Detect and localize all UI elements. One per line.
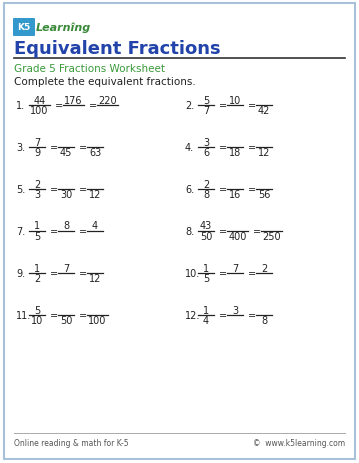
Text: 8: 8 [203, 190, 209, 200]
Text: 18: 18 [229, 148, 241, 158]
Text: 16: 16 [229, 190, 241, 200]
Text: 43: 43 [200, 221, 212, 231]
Text: Online reading & math for K-5: Online reading & math for K-5 [14, 438, 129, 448]
Text: =: = [248, 185, 256, 194]
Text: 176: 176 [64, 95, 83, 105]
Text: 2: 2 [261, 263, 267, 273]
Text: =: = [50, 185, 58, 194]
Text: =: = [50, 226, 58, 237]
Text: =: = [79, 143, 87, 153]
Text: 400: 400 [228, 232, 247, 242]
Text: 30: 30 [60, 190, 72, 200]
Text: 100: 100 [30, 106, 49, 116]
Text: =: = [79, 226, 87, 237]
Text: 45: 45 [60, 148, 72, 158]
Text: Learnîng: Learnîng [36, 23, 91, 33]
Text: 3.: 3. [16, 143, 25, 153]
Text: 8.: 8. [185, 226, 194, 237]
Text: 250: 250 [262, 232, 281, 242]
Text: Grade 5 Fractions Worksheet: Grade 5 Fractions Worksheet [14, 64, 165, 74]
Text: Complete the equivalent fractions.: Complete the equivalent fractions. [14, 77, 196, 87]
Text: 42: 42 [258, 106, 270, 116]
Text: 44: 44 [33, 95, 46, 105]
FancyBboxPatch shape [13, 19, 35, 37]
Text: =: = [89, 101, 97, 111]
Text: 7: 7 [63, 263, 69, 273]
Text: 7: 7 [232, 263, 238, 273]
Text: =: = [219, 143, 227, 153]
Text: 12: 12 [89, 190, 101, 200]
Text: 6.: 6. [185, 185, 194, 194]
Text: 1: 1 [34, 263, 40, 273]
Text: =: = [79, 310, 87, 320]
Text: 11.: 11. [16, 310, 31, 320]
Text: 1: 1 [203, 305, 209, 315]
Text: 10: 10 [31, 316, 43, 326]
Text: 220: 220 [98, 95, 117, 105]
Text: 5.: 5. [16, 185, 25, 194]
Text: =: = [50, 269, 58, 278]
Text: 9: 9 [34, 148, 40, 158]
Text: 12: 12 [89, 274, 101, 284]
Text: 1: 1 [203, 263, 209, 273]
Text: 2.: 2. [185, 101, 194, 111]
Text: =: = [219, 101, 227, 111]
Text: 100: 100 [88, 316, 107, 326]
Text: 3: 3 [34, 190, 40, 200]
Text: 12: 12 [258, 148, 270, 158]
Text: 6: 6 [203, 148, 209, 158]
Text: 50: 50 [200, 232, 212, 242]
Text: 3: 3 [203, 137, 209, 147]
Text: =: = [55, 101, 63, 111]
Text: =: = [50, 310, 58, 320]
Text: 7: 7 [203, 106, 209, 116]
Text: 50: 50 [60, 316, 72, 326]
Text: 56: 56 [258, 190, 270, 200]
Text: 8: 8 [63, 221, 69, 231]
Text: 2: 2 [34, 274, 40, 284]
Text: 5: 5 [203, 95, 209, 105]
Text: 3: 3 [232, 305, 238, 315]
Text: 7: 7 [34, 137, 40, 147]
Text: =: = [248, 269, 256, 278]
Text: Equivalent Fractions: Equivalent Fractions [14, 40, 221, 58]
Text: 2: 2 [34, 179, 40, 189]
Text: 10: 10 [229, 95, 241, 105]
Text: =: = [248, 143, 256, 153]
Text: 63: 63 [89, 148, 101, 158]
Text: =: = [248, 310, 256, 320]
Text: 5: 5 [34, 232, 40, 242]
Text: =: = [219, 310, 227, 320]
Text: =: = [248, 101, 256, 111]
Text: 2: 2 [203, 179, 209, 189]
Text: =: = [219, 269, 227, 278]
Text: 7.: 7. [16, 226, 25, 237]
Text: =: = [79, 269, 87, 278]
Text: =: = [219, 185, 227, 194]
Text: 1: 1 [34, 221, 40, 231]
Text: 5: 5 [203, 274, 209, 284]
Text: K5: K5 [17, 24, 31, 32]
Text: =: = [50, 143, 58, 153]
Text: 1.: 1. [16, 101, 25, 111]
Text: 4: 4 [92, 221, 98, 231]
Text: 9.: 9. [16, 269, 25, 278]
Text: 12.: 12. [185, 310, 200, 320]
Text: 4.: 4. [185, 143, 194, 153]
Text: =: = [253, 226, 261, 237]
Text: =: = [219, 226, 227, 237]
Text: 8: 8 [261, 316, 267, 326]
Text: 4: 4 [203, 316, 209, 326]
Text: =: = [79, 185, 87, 194]
Text: ©  www.k5learning.com: © www.k5learning.com [253, 438, 345, 448]
Text: 10.: 10. [185, 269, 200, 278]
Text: 5: 5 [34, 305, 40, 315]
